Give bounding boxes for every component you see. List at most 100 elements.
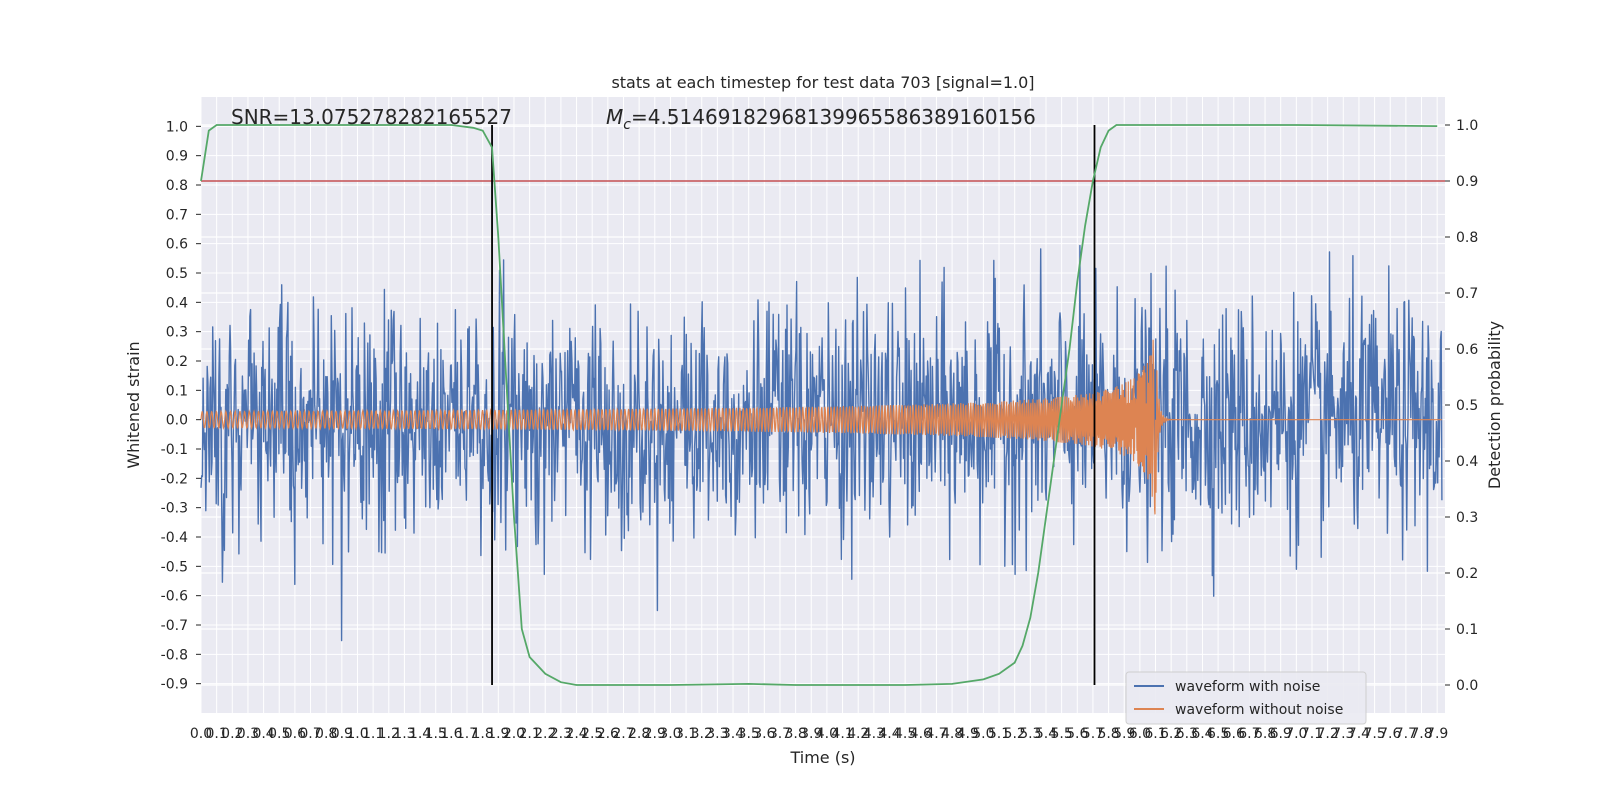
x-tick-label: 7.1 bbox=[1301, 726, 1323, 742]
y-tick-label: 1.0 bbox=[166, 119, 188, 135]
x-tick-label: 1.0 bbox=[346, 726, 368, 742]
x-tick-label: 0.8 bbox=[315, 726, 337, 742]
x-tick-label: 4.0 bbox=[816, 726, 838, 742]
x-tick-label: 4.5 bbox=[894, 726, 916, 742]
clean-series bbox=[200, 339, 1442, 515]
x-tick-label: 3.5 bbox=[738, 726, 760, 742]
x-tick-label: 3.1 bbox=[675, 726, 697, 742]
x-tick-label: 6.5 bbox=[1207, 726, 1229, 742]
y2-tick-label: 0.4 bbox=[1456, 454, 1478, 470]
x-tick-label: 2.8 bbox=[628, 726, 650, 742]
y2-tick-label: 0.5 bbox=[1456, 398, 1478, 414]
x-tick-label: 2.3 bbox=[550, 726, 572, 742]
x-tick-label: 3.6 bbox=[753, 726, 775, 742]
y2-tick-label: 0.8 bbox=[1456, 230, 1478, 246]
x-tick-label: 1.6 bbox=[440, 726, 462, 742]
chart-title: stats at each timestep for test data 703… bbox=[611, 73, 1034, 92]
y2-tick-label: 0.0 bbox=[1456, 678, 1478, 694]
y-tick-label: 0.5 bbox=[166, 266, 188, 282]
x-tick-label: 5.6 bbox=[1066, 726, 1088, 742]
x-axis-label: Time (s) bbox=[789, 748, 855, 767]
overlay bbox=[200, 124, 1445, 686]
x-tick-label: 4.8 bbox=[941, 726, 963, 742]
x-tick-labels: 0.00.10.20.30.40.50.60.70.80.91.01.11.21… bbox=[190, 726, 1448, 742]
y-tick-label: 0.7 bbox=[166, 207, 188, 223]
x-tick-label: 3.7 bbox=[769, 726, 791, 742]
x-tick-label: 5.5 bbox=[1050, 726, 1072, 742]
x-tick-label: 5.7 bbox=[1082, 726, 1104, 742]
y-tick-label: 0.8 bbox=[166, 178, 188, 194]
x-tick-label: 1.9 bbox=[487, 726, 509, 742]
x-tick-label: 5.9 bbox=[1113, 726, 1135, 742]
y-tick-label: -0.9 bbox=[161, 677, 188, 693]
y-tick-label: 0.9 bbox=[166, 149, 188, 165]
x-tick-label: 3.9 bbox=[800, 726, 822, 742]
x-tick-label: 5.8 bbox=[1097, 726, 1119, 742]
x-tick-label: 0.9 bbox=[331, 726, 353, 742]
x-tick-label: 0.6 bbox=[284, 726, 306, 742]
x-tick-label: 4.4 bbox=[878, 726, 900, 742]
y2-tick-label: 0.2 bbox=[1456, 566, 1478, 582]
x-tick-label: 7.7 bbox=[1395, 726, 1417, 742]
snr-annotation: SNR=13.075278282165527 bbox=[231, 105, 512, 129]
x-tick-label: 2.6 bbox=[597, 726, 619, 742]
y2-axis-label: Detection probability bbox=[1485, 321, 1504, 489]
y-tick-label: 0.6 bbox=[166, 237, 188, 253]
x-tick-label: 1.3 bbox=[393, 726, 415, 742]
x-tick-label: 2.5 bbox=[581, 726, 603, 742]
x-tick-label: 0.4 bbox=[252, 726, 274, 742]
y-tick-label: -0.6 bbox=[161, 589, 188, 605]
x-tick-label: 1.1 bbox=[362, 726, 384, 742]
x-tick-label: 0.3 bbox=[237, 726, 259, 742]
y2-tick-label: 0.1 bbox=[1456, 622, 1478, 638]
noise-series bbox=[200, 244, 1443, 642]
y-tick-label: -0.7 bbox=[161, 618, 188, 634]
y-axis-label: Whitened strain bbox=[124, 341, 143, 468]
x-tick-label: 4.9 bbox=[957, 726, 979, 742]
x-tick-label: 2.4 bbox=[565, 726, 587, 742]
x-tick-label: 2.7 bbox=[612, 726, 634, 742]
legend-box bbox=[1125, 671, 1367, 725]
x-tick-label: 1.7 bbox=[456, 726, 478, 742]
y-tick-label: 0.1 bbox=[166, 383, 188, 399]
x-tick-label: 5.0 bbox=[972, 726, 994, 742]
y2-tick-label: 0.7 bbox=[1456, 286, 1478, 302]
x-tick-label: 4.1 bbox=[831, 726, 853, 742]
x-tick-label: 4.7 bbox=[925, 726, 947, 742]
y-tick-labels: 1.0 0.9 0.8 0.7 0.6 0.5 0.4 0.3 0.2 0.1 0.0 -0.1 -0.… bbox=[161, 119, 201, 693]
x-tick-label: 3.3 bbox=[706, 726, 728, 742]
x-tick-label: 7.2 bbox=[1317, 726, 1339, 742]
x-tick-label: 7.9 bbox=[1426, 726, 1448, 742]
mc-symbol: M bbox=[606, 105, 623, 129]
x-tick-label: 4.6 bbox=[910, 726, 932, 742]
x-tick-label: 5.2 bbox=[1004, 726, 1026, 742]
x-tick-label: 2.0 bbox=[503, 726, 525, 742]
x-tick-label: 2.1 bbox=[518, 726, 540, 742]
y2-tick-label: 0.9 bbox=[1456, 174, 1478, 190]
x-tick-label: 0.5 bbox=[268, 726, 290, 742]
series-waveform-without-noise bbox=[200, 339, 1442, 515]
x-tick-label: 0.1 bbox=[206, 726, 228, 742]
x-tick-label: 6.1 bbox=[1144, 726, 1166, 742]
x-tick-label: 2.9 bbox=[644, 726, 666, 742]
x-tick-label: 3.2 bbox=[691, 726, 713, 742]
mc-annotation: Mc=4.51469182968139965586389160156 bbox=[606, 105, 1036, 133]
x-tick-label: 5.1 bbox=[988, 726, 1010, 742]
x-tick-label: 7.8 bbox=[1410, 726, 1432, 742]
x-tick-label: 6.7 bbox=[1238, 726, 1260, 742]
y-tick-label: 0.4 bbox=[166, 295, 188, 311]
x-tick-label: 1.2 bbox=[378, 726, 400, 742]
x-tick-label: 6.0 bbox=[1129, 726, 1151, 742]
x-tick-label: 1.4 bbox=[409, 726, 431, 742]
x-tick-label: 0.2 bbox=[221, 726, 243, 742]
y2-tick-label: 0.6 bbox=[1456, 342, 1478, 358]
x-tick-label: 0.0 bbox=[190, 726, 212, 742]
x-tick-label: 6.8 bbox=[1254, 726, 1276, 742]
y2-tick-label: 1.0 bbox=[1456, 118, 1478, 134]
x-tick-label: 7.0 bbox=[1285, 726, 1307, 742]
y-tick-label: 0.3 bbox=[166, 325, 188, 341]
y2-tick-labels: 1.0 0.9 0.8 0.7 0.6 0.5 0.4 0.3 0.2 0.1 0.0 bbox=[1445, 118, 1478, 694]
x-tick-label: 7.5 bbox=[1363, 726, 1385, 742]
x-tick-label: 1.8 bbox=[472, 726, 494, 742]
y-tick-label: -0.1 bbox=[161, 442, 188, 458]
